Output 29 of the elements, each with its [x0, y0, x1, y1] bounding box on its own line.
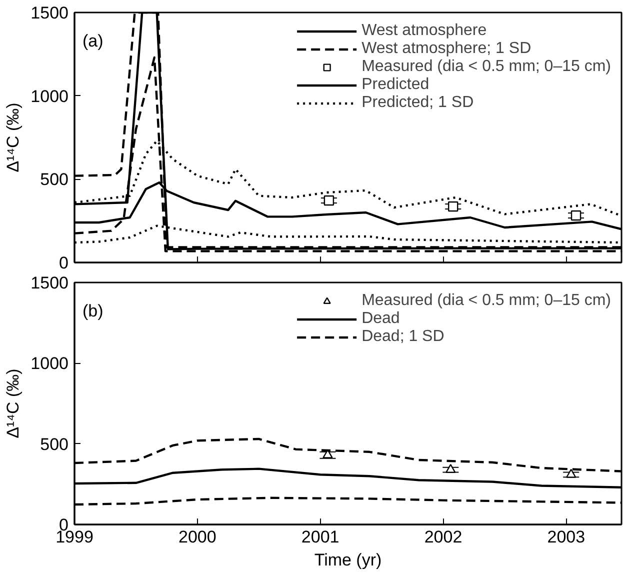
y-tick-label: 500 — [40, 170, 69, 190]
point — [570, 210, 582, 221]
point — [446, 464, 456, 474]
y-tick-label: 1500 — [30, 274, 69, 292]
legend-label: Measured (dia < 0.5 mm; 0–15 cm) — [362, 58, 611, 76]
legend-label: Predicted; 1 SD — [362, 94, 474, 112]
y-tick-label: 0 — [59, 254, 69, 272]
legend-label: West atmosphere; 1 SD — [362, 40, 532, 58]
y-axis-title: Δ¹⁴C (‰) — [4, 368, 23, 438]
legend-label: Dead; 1 SD — [362, 328, 444, 346]
x-axis-title: Time (yr) — [314, 550, 382, 570]
annotation: (b) — [82, 302, 104, 320]
y-tick-label: 500 — [40, 434, 69, 454]
y-tick-label: 1000 — [30, 86, 69, 106]
y-tick-label: 1000 — [30, 354, 69, 374]
legend-label: Dead — [362, 310, 400, 328]
x-tick-label: 2003 — [547, 528, 586, 546]
y-tick-label: 1500 — [30, 4, 69, 22]
legend-label: Measured (dia < 0.5 mm; 0–15 cm) — [362, 292, 611, 310]
point — [448, 201, 458, 212]
x-tick-label: 2001 — [301, 528, 340, 546]
annotation: (a) — [82, 32, 104, 50]
y-axis-title: Δ¹⁴C (‰) — [4, 102, 23, 172]
legend-label: Predicted — [362, 76, 430, 94]
point — [324, 195, 334, 206]
x-tick-label: 2002 — [424, 528, 462, 546]
legend-label: West atmosphere — [362, 22, 487, 40]
x-tick-label: 2000 — [178, 528, 216, 546]
point — [566, 468, 576, 478]
